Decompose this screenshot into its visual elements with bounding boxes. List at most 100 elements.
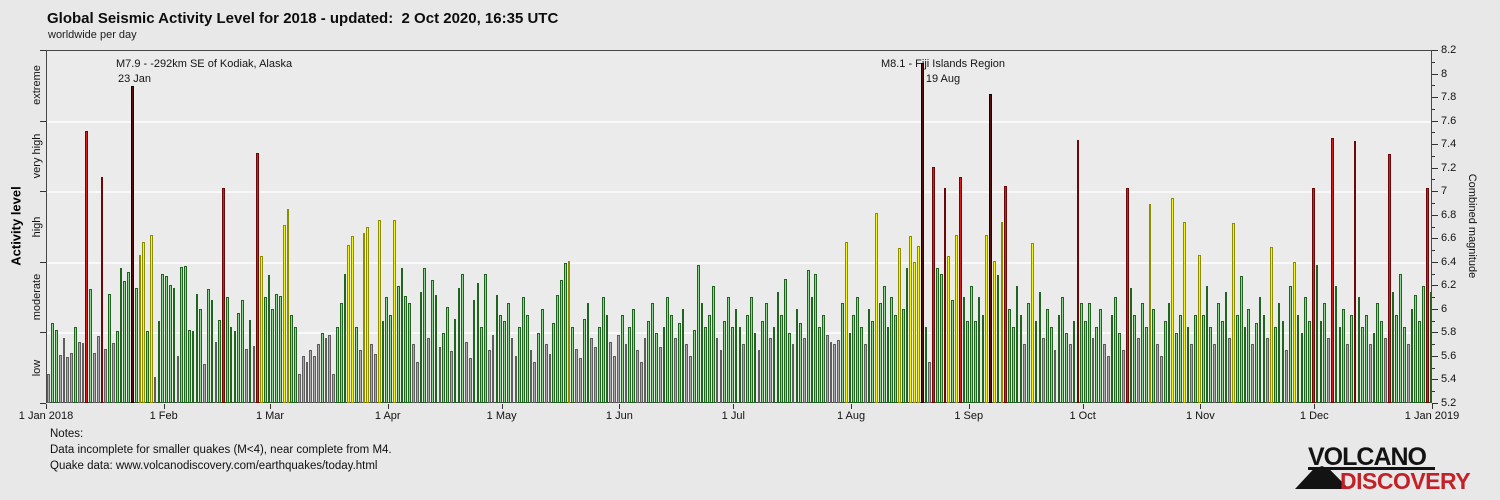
bar-day-256: [1015, 285, 1019, 403]
right-axis-tick: [1432, 403, 1438, 404]
bar-day-166: [673, 338, 677, 403]
right-axis-tick-label: 8.2: [1441, 44, 1457, 56]
gridline: [47, 120, 1431, 123]
bar-day-195: [784, 278, 787, 403]
bar-day-292: [1152, 309, 1156, 403]
bar-day-164: [666, 297, 670, 403]
right-axis-tick: [1432, 308, 1438, 310]
right-axis-tick-label: 7: [1441, 185, 1448, 198]
right-axis-minor-tick: [1432, 61, 1435, 63]
bar-day-279: [1103, 344, 1106, 403]
bar-day-254: [1008, 309, 1011, 403]
bar-day-151: [617, 334, 620, 403]
bar-day-93: [396, 285, 400, 403]
bar-day-276: [1091, 338, 1095, 403]
bar-day-22: [127, 271, 130, 403]
right-axis-tick-label: 6.2: [1441, 279, 1457, 292]
bar-day-304: [1198, 255, 1201, 403]
right-axis-tick-label: 7.4: [1441, 138, 1457, 151]
right-axis-tick-label: 8: [1441, 67, 1448, 80]
right-axis-minor-tick: [1432, 226, 1435, 228]
bar-day-16: [104, 349, 108, 403]
bar-day-263: [1042, 338, 1046, 403]
left-axis-label-extreme: extreme: [31, 65, 43, 106]
bar-day-233: [928, 361, 932, 403]
right-axis-tick-label: 5.6: [1441, 349, 1457, 362]
bar-day-274: [1084, 320, 1087, 403]
bar-day-250: [992, 261, 996, 403]
x-axis-tick: [733, 404, 735, 409]
bar-day-52: [241, 299, 244, 403]
bar-day-252: [1000, 222, 1004, 403]
bar-day-63: [282, 224, 286, 403]
left-axis-tick: [40, 403, 46, 404]
right-axis-tick: [1432, 191, 1438, 193]
bar-day-67: [298, 373, 301, 403]
bar-day-297: [1171, 197, 1175, 403]
bar-day-215: [860, 326, 863, 403]
bar-day-203: [814, 273, 818, 403]
bar-day-248: [985, 235, 989, 403]
bar-day-251: [996, 275, 1000, 403]
bar-day-269: [1065, 332, 1068, 403]
bar-day-125: [518, 326, 522, 403]
bar-day-88: [377, 219, 381, 403]
bar-day-60: [271, 309, 275, 403]
bar-day-320: [1258, 297, 1262, 403]
bar-day-241: [958, 176, 962, 403]
left-axis-tick: [40, 332, 46, 334]
bar-day-139: [571, 326, 575, 403]
bar-day-260: [1030, 243, 1034, 403]
chart-title: Global Seismic Activity Level for 2018 -…: [47, 10, 559, 27]
bar-day-163: [662, 326, 666, 403]
bar-day-178: [719, 350, 723, 403]
bar-day-158: [643, 338, 647, 403]
x-axis-label: 1 Apr: [374, 410, 401, 422]
bar-day-127: [525, 315, 529, 403]
bar-day-130: [537, 332, 540, 403]
bar-day-182: [734, 309, 738, 403]
bar-day-210: [841, 303, 844, 403]
bar-day-154: [628, 326, 632, 403]
bar-day-4: [58, 354, 62, 403]
bar-day-5: [62, 338, 66, 403]
bar-day-237: [943, 188, 947, 403]
bar-day-227: [905, 268, 909, 403]
logo-text-discovery: DISCOVERY: [1340, 468, 1471, 494]
bars-layer: [47, 51, 1433, 403]
bar-day-82: [355, 326, 358, 403]
bar-day-118: [491, 334, 495, 403]
bar-day-198: [795, 309, 799, 403]
bar-day-85: [366, 227, 370, 403]
bar-day-115: [480, 326, 484, 403]
right-axis-minor-tick: [1432, 132, 1435, 134]
bar-day-159: [647, 320, 651, 403]
bar-day-207: [829, 342, 833, 403]
x-axis-label: 1 May: [486, 410, 517, 422]
bar-day-267: [1057, 315, 1061, 403]
x-axis-tick: [968, 404, 970, 409]
bar-day-58: [263, 297, 267, 403]
notes-heading: Notes:: [50, 428, 84, 440]
bar-day-214: [856, 297, 859, 403]
bar-day-191: [768, 338, 772, 403]
bar-day-104: [438, 346, 442, 403]
bar-day-281: [1110, 315, 1114, 403]
bar-day-355: [1391, 291, 1395, 403]
right-axis-minor-tick: [1432, 155, 1435, 157]
right-axis-minor-tick: [1432, 391, 1435, 393]
bar-day-222: [886, 326, 890, 403]
bar-day-344: [1349, 315, 1353, 403]
bar-day-351: [1376, 303, 1380, 403]
x-axis-label: 1 Mar: [255, 410, 285, 422]
bar-day-364: [1425, 188, 1429, 403]
bar-day-128: [529, 350, 533, 403]
bar-day-230: [917, 245, 920, 403]
right-axis-minor-tick: [1432, 344, 1435, 346]
bar-day-13: [93, 352, 96, 403]
bar-day-137: [563, 263, 567, 403]
bar-day-12: [89, 289, 92, 403]
bar-day-107: [449, 351, 453, 403]
gridline: [47, 261, 1431, 264]
bar-day-212: [848, 332, 852, 403]
